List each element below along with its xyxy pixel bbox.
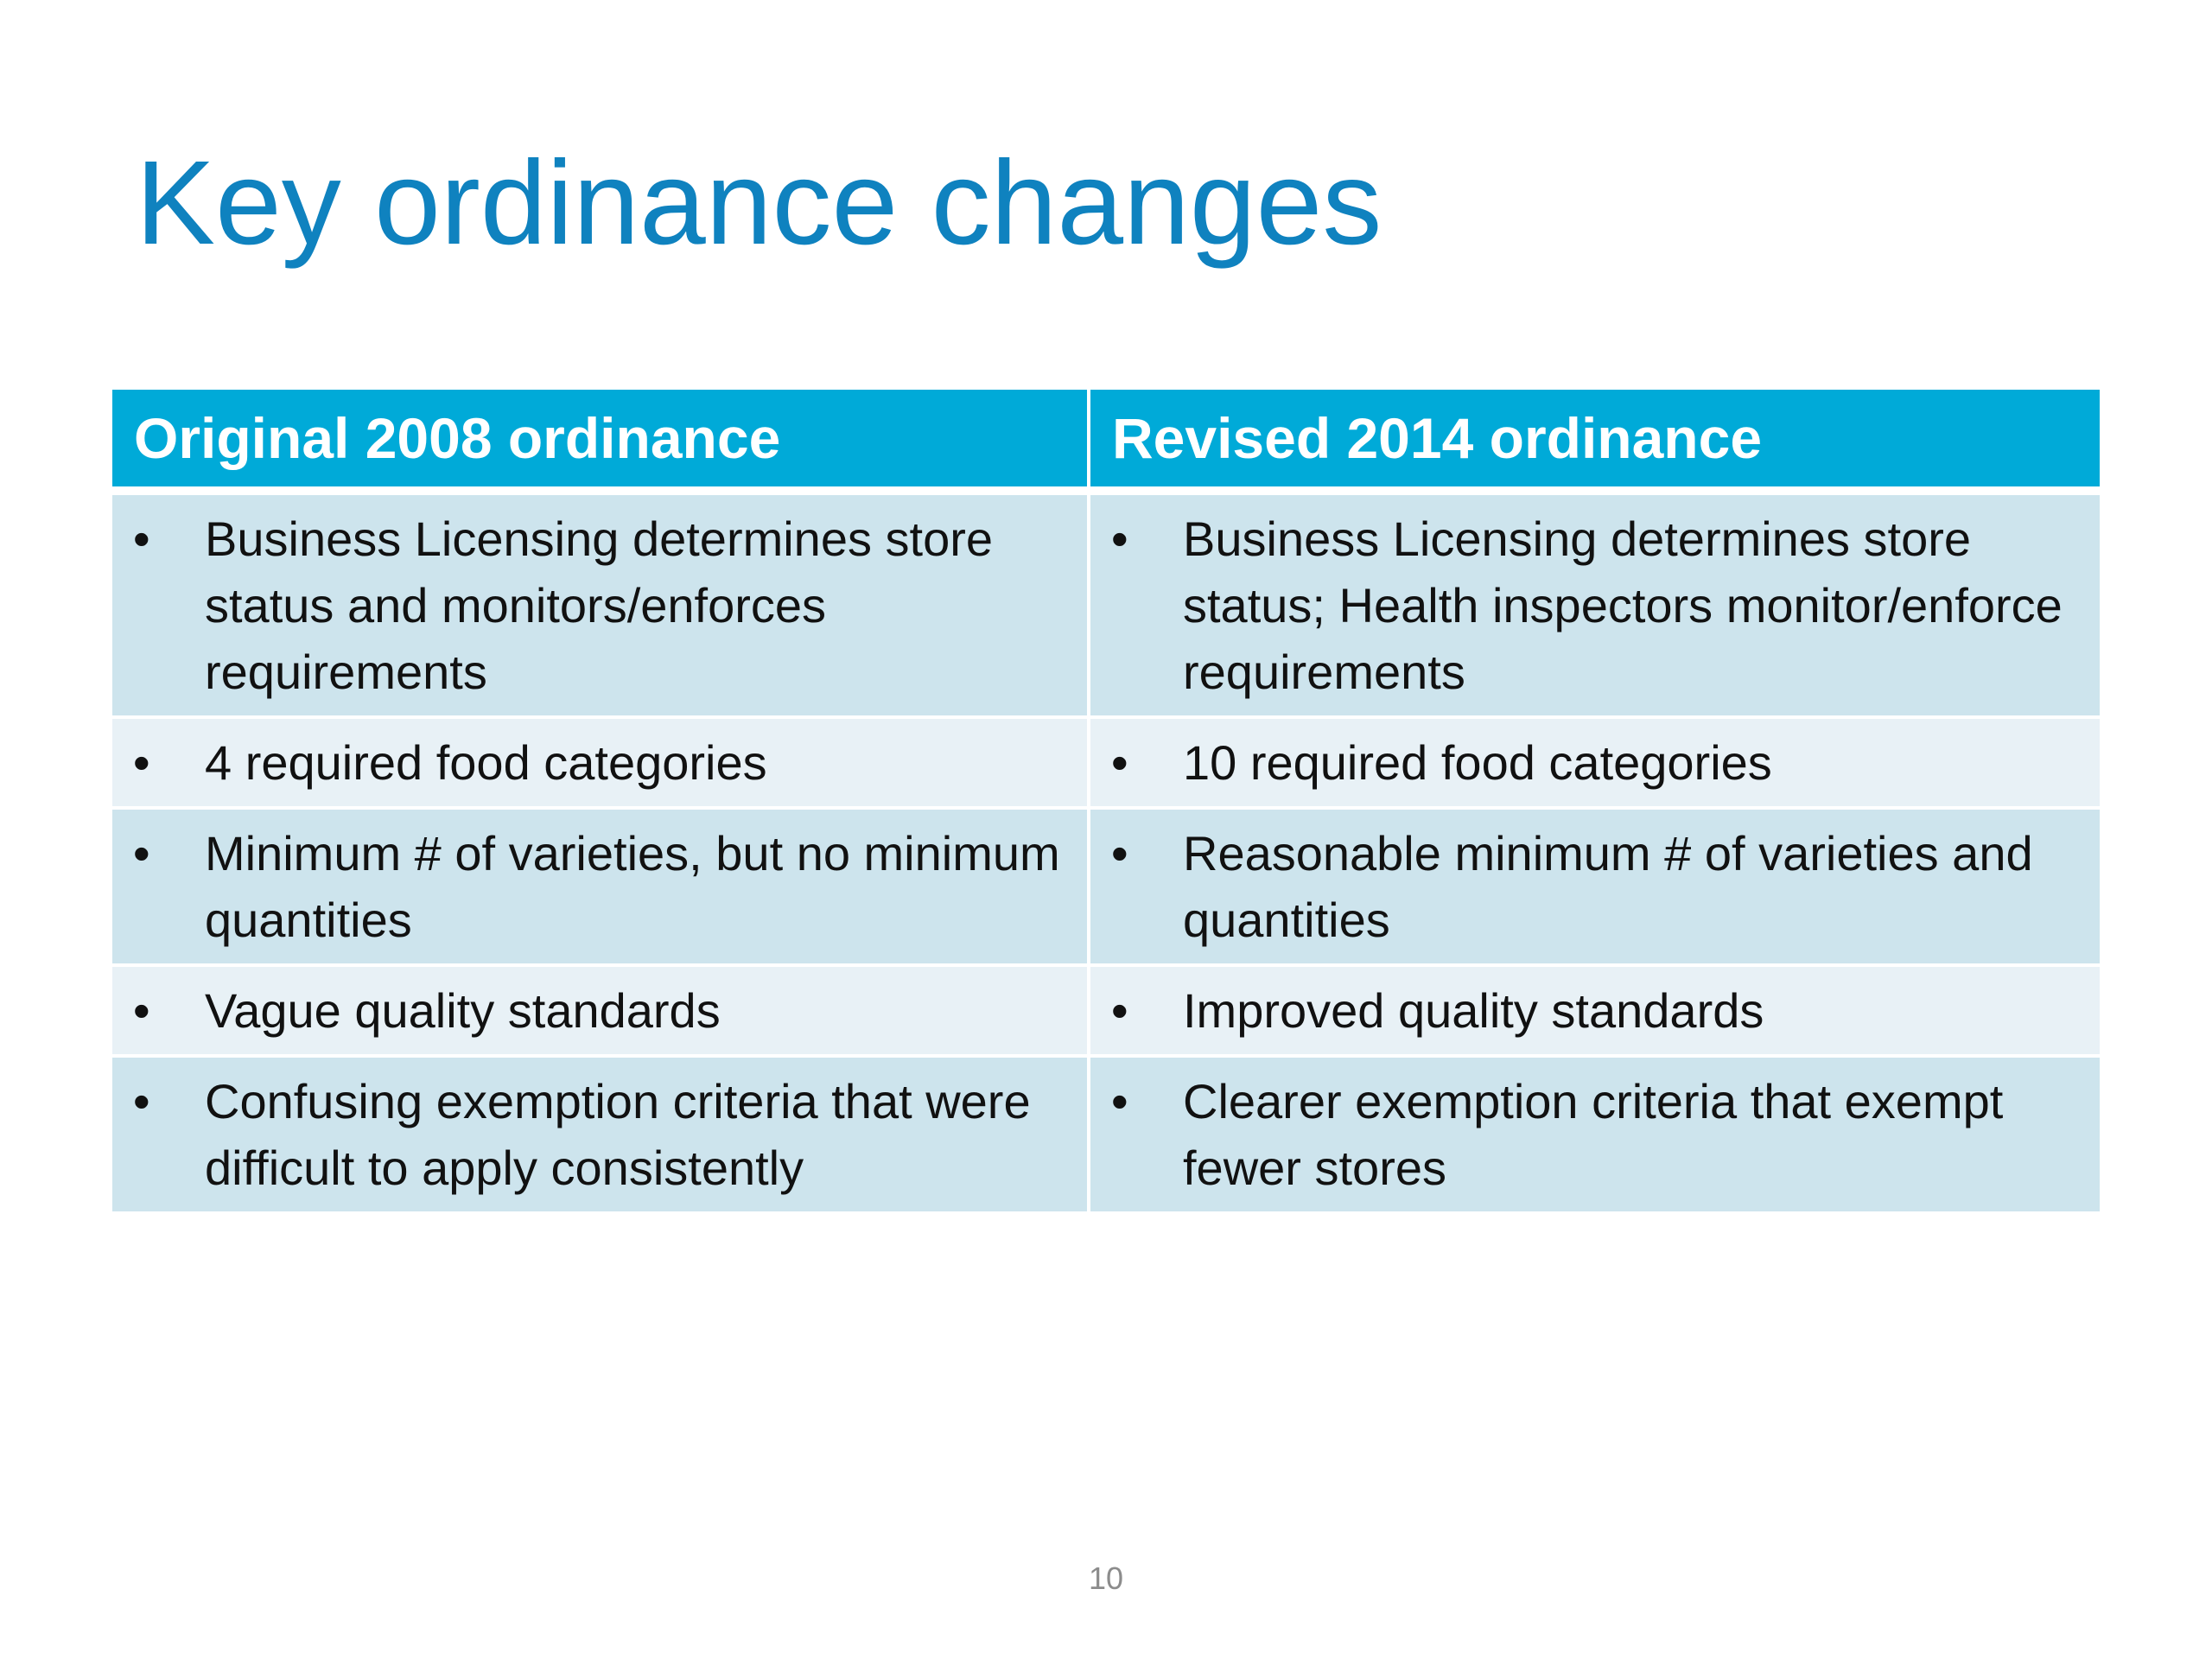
list-item: • Vague quality standards xyxy=(112,977,1070,1044)
table-row: • Minimum # of varieties, but no minimum… xyxy=(112,808,2100,967)
table-row: • Business Licensing determines store st… xyxy=(112,491,2100,719)
table-cell-revised: • 10 required food categories xyxy=(1089,717,2100,810)
table-cell-original: • Business Licensing determines store st… xyxy=(112,491,1090,719)
cell-text: Business Licensing determines store stat… xyxy=(1183,512,2063,699)
table-cell-original: • 4 required food categories xyxy=(112,717,1090,810)
cell-text: Vague quality standards xyxy=(205,983,721,1038)
table-row: • Vague quality standards • Improved qua… xyxy=(112,965,2100,1058)
bullet-icon: • xyxy=(1111,735,1128,790)
table-cell-original: • Vague quality standards xyxy=(112,965,1090,1058)
table-cell-revised: • Improved quality standards xyxy=(1089,965,2100,1058)
bullet-icon: • xyxy=(1111,1074,1128,1128)
list-item: • 10 required food categories xyxy=(1090,729,2082,796)
list-item: • Confusing exemption criteria that were… xyxy=(112,1068,1070,1201)
slide-title: Key ordinance changes xyxy=(136,137,1382,270)
cell-text: Minimum # of varieties, but no minimum q… xyxy=(205,826,1060,947)
comparison-table: Original 2008 ordinance Revised 2014 ord… xyxy=(112,390,2100,1215)
bullet-icon: • xyxy=(133,983,150,1038)
cell-text: 10 required food categories xyxy=(1183,735,1772,790)
cell-text: Reasonable minimum # of varieties and qu… xyxy=(1183,826,2033,947)
table-cell-original: • Confusing exemption criteria that were… xyxy=(112,1056,1090,1215)
bullet-icon: • xyxy=(133,735,150,790)
list-item: • Reasonable minimum # of varieties and … xyxy=(1090,820,2082,953)
list-item: • Business Licensing determines store st… xyxy=(1090,505,2082,705)
header-original-2008: Original 2008 ordinance xyxy=(112,390,1090,495)
header-revised-2014: Revised 2014 ordinance xyxy=(1089,390,2100,495)
cell-text: Business Licensing determines store stat… xyxy=(205,512,994,699)
bullet-icon: • xyxy=(133,1074,150,1128)
cell-text: Clearer exemption criteria that exempt f… xyxy=(1183,1074,2004,1195)
bullet-icon: • xyxy=(133,826,150,880)
list-item: • Minimum # of varieties, but no minimum… xyxy=(112,820,1070,953)
cell-text: Improved quality standards xyxy=(1183,983,1764,1038)
table-row: • Confusing exemption criteria that were… xyxy=(112,1056,2100,1215)
table-cell-revised: • Reasonable minimum # of varieties and … xyxy=(1089,808,2100,967)
list-item: • 4 required food categories xyxy=(112,729,1070,796)
table-cell-revised: • Clearer exemption criteria that exempt… xyxy=(1089,1056,2100,1215)
cell-text: Confusing exemption criteria that were d… xyxy=(205,1074,1031,1195)
bullet-icon: • xyxy=(1111,983,1128,1038)
table-row: • 4 required food categories • 10 requir… xyxy=(112,717,2100,810)
table-cell-original: • Minimum # of varieties, but no minimum… xyxy=(112,808,1090,967)
table-cell-revised: • Business Licensing determines store st… xyxy=(1089,491,2100,719)
bullet-icon: • xyxy=(1111,826,1128,880)
list-item: • Business Licensing determines store st… xyxy=(112,505,1070,705)
table-header-row: Original 2008 ordinance Revised 2014 ord… xyxy=(112,390,2100,495)
bullet-icon: • xyxy=(1111,512,1128,566)
page-number: 10 xyxy=(1088,1560,1124,1596)
cell-text: 4 required food categories xyxy=(205,735,767,790)
list-item: • Improved quality standards xyxy=(1090,977,2082,1044)
list-item: • Clearer exemption criteria that exempt… xyxy=(1090,1068,2082,1201)
bullet-icon: • xyxy=(133,512,150,566)
